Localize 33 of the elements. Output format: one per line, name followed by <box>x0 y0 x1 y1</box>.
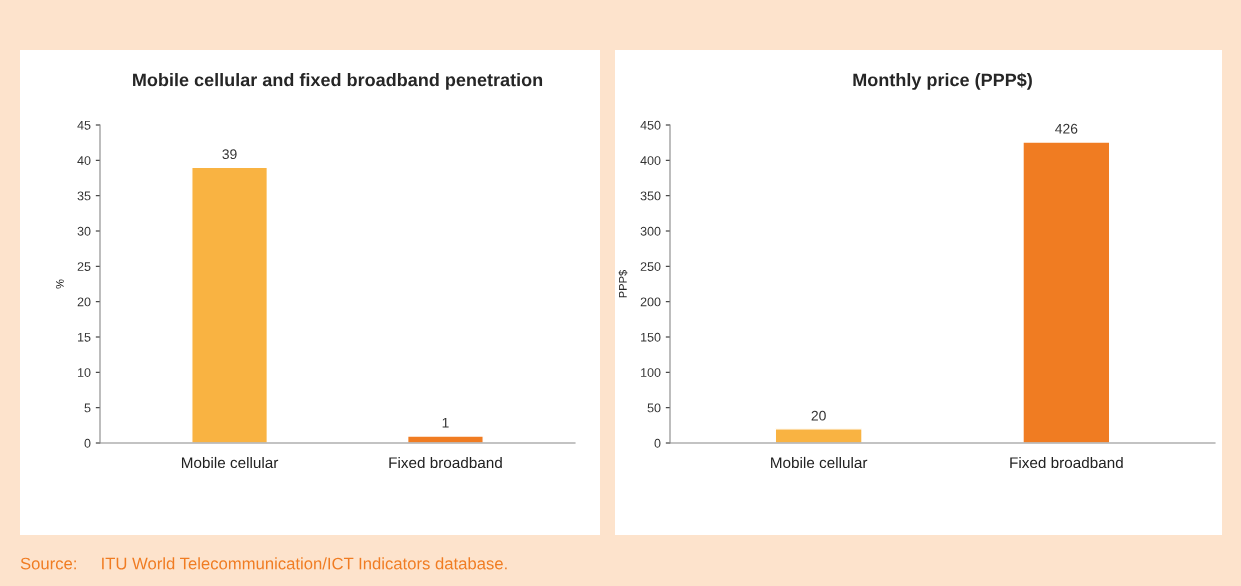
data-label: 426 <box>1055 123 1078 134</box>
y-axis-title: % <box>55 279 64 289</box>
y-axis-title: PPP$ <box>618 269 628 298</box>
y-tick-label: 100 <box>641 368 661 377</box>
data-label: 1 <box>442 417 449 428</box>
y-tick-label: 200 <box>640 297 661 307</box>
y-tick-label: 15 <box>78 332 91 342</box>
x-tick-label: Mobile cellular <box>771 456 868 469</box>
data-label: 39 <box>222 149 237 160</box>
x-tick-label: Mobile cellular <box>181 456 279 469</box>
x-tick-label: Fixed broadband <box>389 456 502 469</box>
y-tick-label: 50 <box>647 403 661 413</box>
y-tick-label: 150 <box>641 332 661 342</box>
source-note: Source: ITU World Telecommunication/ICT Indicators database. <box>20 557 507 570</box>
chart-title: Mobile cellular and fixed broadband penetration <box>133 73 543 90</box>
y-tick-label: 250 <box>640 262 661 271</box>
x-tick-label: Fixed broadband <box>1010 456 1123 469</box>
y-tick-label: 0 <box>84 438 91 448</box>
y-tick-label: 5 <box>84 403 91 413</box>
y-tick-label: 400 <box>640 156 661 165</box>
y-tick-label: 10 <box>78 368 91 377</box>
y-tick-label: 450 <box>640 120 661 130</box>
y-tick-label: 20 <box>77 297 91 307</box>
y-tick-label: 350 <box>640 191 661 201</box>
y-tick-label: 0 <box>654 438 661 448</box>
y-tick-label: 300 <box>640 226 661 236</box>
y-tick-label: 30 <box>77 226 91 236</box>
y-tick-label: 40 <box>77 156 91 165</box>
y-tick-label: 45 <box>77 120 91 130</box>
chart-title: Monthly price (PPP$) <box>853 72 1032 90</box>
y-tick-label: 35 <box>77 191 91 201</box>
y-tick-label: 25 <box>77 262 91 271</box>
data-label: 20 <box>811 410 826 421</box>
